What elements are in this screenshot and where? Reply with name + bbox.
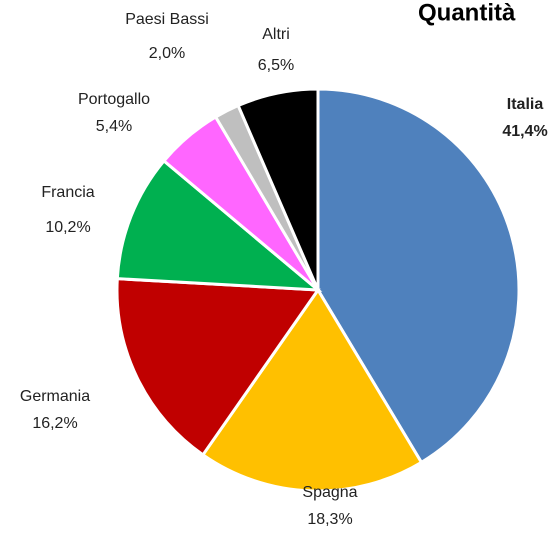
slice-value-label: 2,0% [149,45,185,62]
slice-value-label: 6,5% [258,57,294,74]
slice-value-label: 18,3% [307,511,352,528]
slice-value-label: 16,2% [32,415,77,432]
pie-slice [200,287,424,493]
slice-label: Italia [507,96,544,113]
slice-label: Spagna [302,484,357,501]
pie-slice [115,158,323,292]
slice-value-label: 10,2% [45,219,90,236]
pie-slice [316,87,521,465]
slice-label: Paesi Bassi [125,11,209,28]
pie-slice [115,277,321,457]
pie-slice [236,87,320,291]
slice-value-label: 5,4% [96,118,132,135]
slice-label: Altri [262,26,290,43]
slice-value-label: 41,4% [502,123,547,140]
slice-label: Portogallo [78,91,150,108]
slice-label: Francia [41,184,94,201]
chart-title: Quantità [418,0,516,26]
slice-label: Germania [20,388,90,405]
